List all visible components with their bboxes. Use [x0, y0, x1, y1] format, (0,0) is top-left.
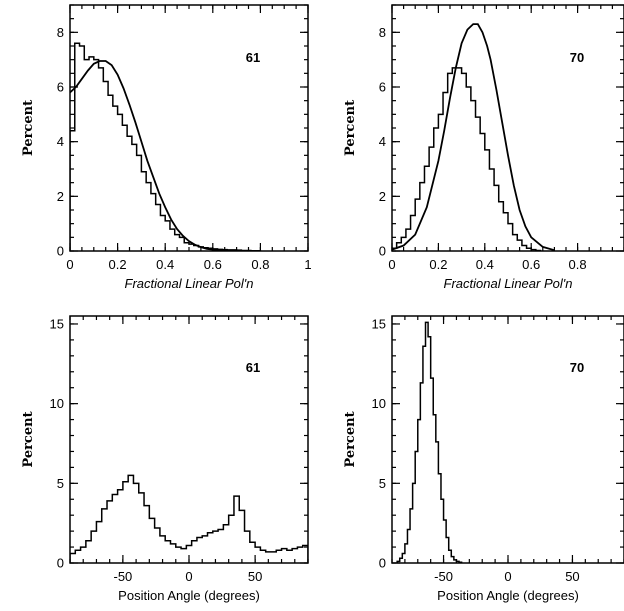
y-tick-label: 0: [57, 556, 64, 571]
panel-2: 0 0.2 0.4 0.6 0.8 0 2 4 6 8 Fractional Linear Pol'…: [343, 4, 624, 291]
x-tick-label: 0.2: [429, 257, 447, 272]
x-tick-label: 50: [565, 569, 579, 584]
x-tick-label: 0: [504, 569, 511, 584]
y-axis-label: Percent: [21, 100, 36, 156]
y-tick-label: 0: [57, 244, 64, 259]
tick-marks: [391, 4, 624, 252]
histogram-steps: [70, 42, 262, 251]
y-tick-label: 4: [57, 134, 64, 149]
panel-tag: 70: [570, 360, 584, 375]
tick-marks: [69, 316, 309, 564]
x-tick-label: 0: [185, 569, 192, 584]
panel-4: -50 0 50 0 5 10 15 Position Angle (degrees) Perc…: [343, 315, 624, 603]
histogram-steps: [70, 474, 308, 563]
x-tick-label: 0.4: [156, 257, 174, 272]
x-tick-label: 0.2: [109, 257, 127, 272]
tick-marks: [391, 316, 624, 564]
x-tick-label: -50: [434, 569, 453, 584]
y-tick-label: 15: [50, 316, 64, 331]
y-axis-label: Percent: [343, 411, 358, 467]
x-tick-label: 0: [388, 257, 395, 272]
histogram-steps: [396, 321, 463, 563]
x-tick-label: 0.8: [251, 257, 269, 272]
panel-3: -50 0 50 0 5 10 15 Position Angle (degrees) Perc…: [21, 315, 309, 603]
histogram-steps: [392, 67, 542, 251]
tick-marks: [69, 4, 309, 252]
x-axis-label: Fractional Linear Pol'n: [125, 276, 254, 291]
y-tick-label: 0: [379, 556, 386, 571]
fit-curve: [70, 60, 237, 251]
y-tick-label: 6: [57, 80, 64, 95]
plot-frame: [69, 4, 309, 252]
panel-tag: 61: [246, 50, 260, 65]
panel-1: 0 0.2 0.4 0.6 0.8 1 0 2 4 6 8 Fractional Linear Pol…: [21, 4, 312, 291]
y-tick-label: 2: [379, 189, 386, 204]
y-tick-label: 5: [57, 476, 64, 491]
y-tick-label: 8: [57, 25, 64, 40]
x-axis-label: Fractional Linear Pol'n: [444, 276, 573, 291]
y-tick-label: 8: [379, 25, 386, 40]
y-tick-label: 5: [379, 476, 386, 491]
x-axis-label: Position Angle (degrees): [118, 588, 260, 603]
x-tick-label: 0.8: [569, 257, 587, 272]
y-axis-label: Percent: [21, 411, 36, 467]
y-tick-label: 6: [379, 80, 386, 95]
plot-frame: [69, 315, 309, 564]
y-tick-label: 4: [379, 134, 386, 149]
x-tick-label: 0.6: [522, 257, 540, 272]
x-axis-label: Position Angle (degrees): [437, 588, 579, 603]
y-tick-label: 0: [379, 244, 386, 259]
x-tick-label: -50: [113, 569, 132, 584]
x-tick-label: 0.4: [476, 257, 494, 272]
y-axis-label: Percent: [343, 100, 358, 156]
x-tick-label: 0: [66, 257, 73, 272]
x-tick-label: 0.6: [204, 257, 222, 272]
panel-tag: 70: [570, 50, 584, 65]
y-tick-label: 15: [372, 316, 386, 331]
panel-tag: 61: [246, 360, 260, 375]
y-tick-label: 10: [372, 396, 386, 411]
x-tick-label: 1: [304, 257, 311, 272]
y-tick-label: 2: [57, 189, 64, 204]
plot-frame: [391, 315, 624, 564]
fit-curve: [392, 23, 555, 251]
x-tick-label: 50: [248, 569, 262, 584]
y-tick-label: 10: [50, 396, 64, 411]
